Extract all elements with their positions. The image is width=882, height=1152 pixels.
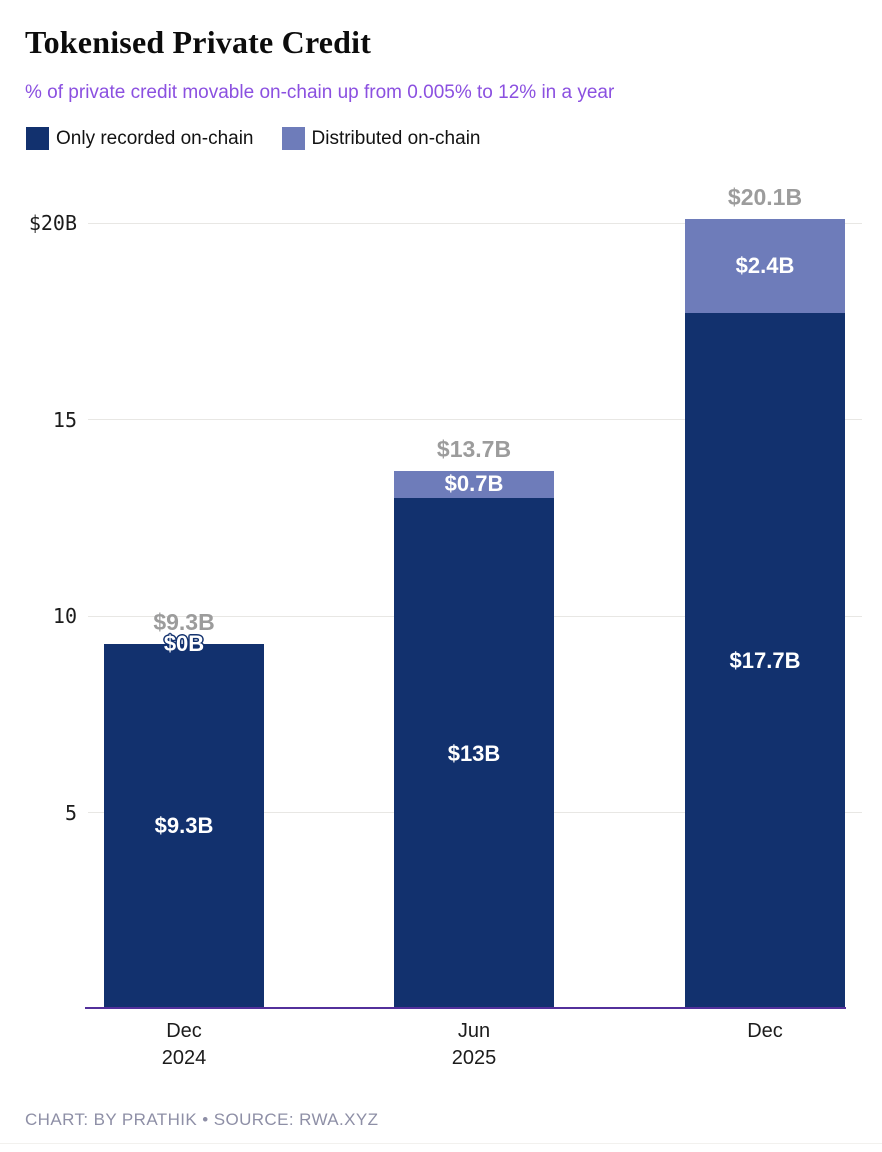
x-axis-tick-label: Dec 2024 <box>104 1018 264 1072</box>
bar-segment-label-only-recorded: $9.3B <box>154 813 214 839</box>
divider <box>0 1143 882 1144</box>
y-axis-tick-label: 15 <box>52 407 77 432</box>
bar-segment-distributed <box>394 470 554 499</box>
legend-swatch-light <box>281 127 305 150</box>
bar-segment-label-distributed: $0B <box>163 630 205 656</box>
x-axis-tick-label: Dec <box>685 1018 845 1045</box>
bar-segment-only-recorded <box>394 498 554 1009</box>
gridline <box>88 419 862 420</box>
x-axis-tick-line: 2025 <box>451 1047 497 1069</box>
bar-segment-label-only-recorded: $13B <box>447 740 501 766</box>
x-axis-tick-line: Dec <box>166 1020 202 1042</box>
chart-credit: CHART: BY PRATHIK • SOURCE: RWA.XYZ <box>25 1110 379 1129</box>
legend-item-distributed: Distributed on-chain <box>281 127 481 150</box>
legend-label-only-recorded: Only recorded on-chain <box>56 127 254 149</box>
bar-segment-label-distributed: $0.7B <box>444 471 504 497</box>
x-axis-line <box>85 1007 846 1009</box>
chart-subtitle: % of private credit movable on-chain up … <box>25 82 615 103</box>
y-axis-tick-label: 10 <box>52 604 77 628</box>
bar-total-label: $9.3B <box>153 608 215 635</box>
chart-title: Tokenised Private Credit <box>25 24 372 60</box>
legend-item-only-recorded: Only recorded on-chain <box>26 127 254 150</box>
y-axis-tick-label: 5 <box>64 800 77 825</box>
legend: Only recorded on-chain Distributed on-ch… <box>26 127 480 150</box>
bar-total-label: $20.1B <box>727 184 803 211</box>
bar-segment-only-recorded <box>104 643 264 1009</box>
x-axis-tick-line: Jun <box>457 1020 491 1042</box>
x-axis-tick-line: Dec <box>747 1020 783 1042</box>
bar-total-label: $13.7B <box>436 435 512 462</box>
bar-segment-distributed <box>685 219 845 314</box>
legend-swatch-dark <box>26 127 49 150</box>
x-axis-tick-line: 2024 <box>161 1047 207 1069</box>
bar-segment-only-recorded <box>685 313 845 1009</box>
x-axis-tick-label: Jun 2025 <box>394 1018 554 1072</box>
bar-segment-label-distributed: $2.4B <box>735 253 795 279</box>
y-axis-tick-label: $20B <box>28 211 77 235</box>
bar-segment-label-only-recorded: $17.7B <box>729 648 801 674</box>
gridline <box>88 222 862 224</box>
legend-label-distributed: Distributed on-chain <box>311 127 481 149</box>
